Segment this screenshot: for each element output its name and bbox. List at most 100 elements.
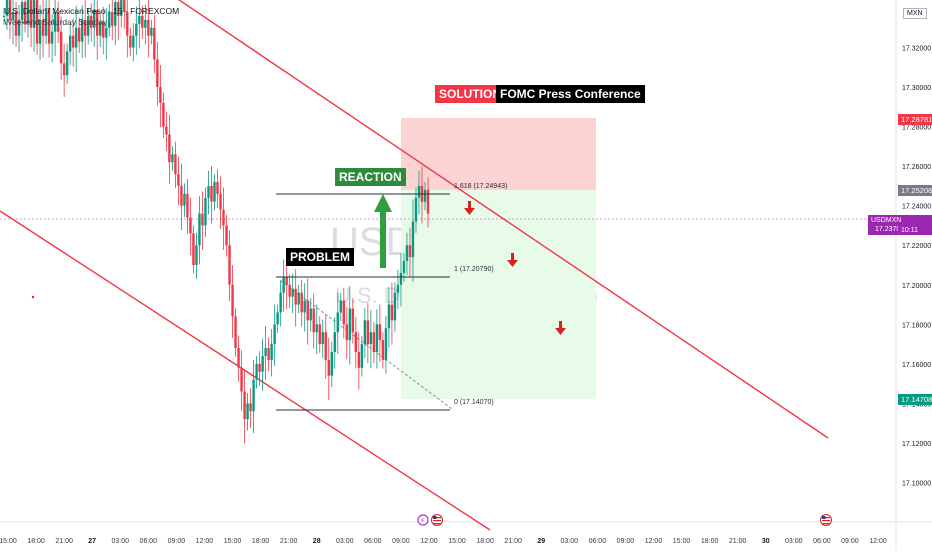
candle-body: [53, 11, 57, 32]
down-arrow-3: [555, 321, 566, 335]
candle-body: [123, 0, 126, 12]
candle-body: [17, 19, 21, 36]
chart-subtitle: Weekend Saturday Sunday: [4, 17, 108, 27]
x-tick-label: 06:00: [140, 538, 158, 545]
x-tick-label: 09:00: [392, 538, 410, 545]
candle-body: [246, 403, 249, 420]
candle-body: [204, 197, 207, 226]
candle-body: [411, 221, 415, 258]
candle-body: [192, 233, 195, 265]
time-axis[interactable]: 15:00 18:00 21:00 27 03:00 06:00 09:00 12:00 15:…: [0, 538, 887, 545]
candle-body: [23, 2, 27, 24]
x-tick-label: 30: [762, 538, 770, 545]
fib-trend-line: [280, 280, 453, 410]
candle-body: [291, 288, 294, 297]
candle-body: [306, 300, 309, 321]
price-tag-stop: 17.28781: [898, 114, 932, 125]
candle-body: [50, 31, 54, 44]
x-tick-label: 15:00: [224, 538, 242, 545]
candle-body: [267, 348, 270, 360]
stop-loss-zone[interactable]: [401, 118, 596, 190]
candle-body: [273, 324, 276, 345]
y-tick-label: 17.16000: [902, 362, 931, 369]
x-tick-label: 06:00: [589, 538, 607, 545]
problem-label: PROBLEM: [286, 248, 354, 266]
x-tick-label: 06:00: [364, 538, 382, 545]
candle-body: [38, 19, 42, 44]
candle-body: [144, 19, 147, 28]
candle-body: [366, 320, 370, 345]
candle-body: [294, 288, 297, 305]
event-icon-1[interactable]: ⚡: [417, 514, 429, 526]
candle-body: [177, 174, 180, 186]
candle-body: [213, 181, 216, 202]
x-tick-label: 12:00: [196, 538, 214, 545]
candle-body: [336, 312, 339, 333]
fib-label-1: 1 (17.20790): [454, 266, 494, 273]
candle-body: [255, 363, 258, 380]
candle-body: [339, 300, 342, 313]
price-tag-entry: 17.25206: [898, 185, 932, 196]
currency-label[interactable]: MXN: [903, 8, 927, 19]
reaction-label: REACTION: [335, 168, 406, 186]
x-tick-label: 18:00: [701, 538, 719, 545]
candle-body: [201, 213, 204, 226]
flag-icon-us-2[interactable]: [820, 514, 832, 526]
candle-body: [231, 284, 234, 317]
candle-body: [11, 11, 15, 20]
take-profit-zone[interactable]: [401, 190, 596, 399]
candle-timer: 10:11: [898, 226, 921, 235]
candle-body: [327, 359, 330, 376]
candle-body: [333, 332, 336, 352]
candle-body: [219, 193, 222, 210]
candle-body: [162, 102, 165, 127]
y-tick-label: 17.26000: [902, 164, 931, 171]
candle-body: [156, 59, 159, 88]
solution-label: SOLUTION: [435, 85, 505, 103]
candle-body: [120, 0, 123, 16]
y-tick-label: 17.12000: [902, 441, 931, 448]
candle-body: [249, 403, 252, 412]
candle-body: [147, 19, 150, 36]
candle-body: [71, 35, 75, 48]
x-tick-label: 15:00: [448, 538, 466, 545]
x-tick-label: 03:00: [561, 538, 579, 545]
reaction-up-arrow: [374, 194, 392, 268]
current-price-text: 17.23703: [875, 226, 905, 233]
candle-body: [96, 9, 99, 36]
candle-body: [348, 308, 352, 341]
x-tick-label: 29: [537, 538, 545, 545]
candle-body: [102, 21, 105, 38]
fib-level-1[interactable]: 1 (17.20790): [276, 266, 494, 278]
candle-body: [80, 19, 84, 42]
stray-dot: [31, 295, 35, 299]
candle-body: [5, 0, 9, 16]
x-tick-label: 15:00: [673, 538, 691, 545]
flag-icon-us-1[interactable]: [431, 514, 443, 526]
candle-body: [207, 185, 210, 198]
candle-body: [74, 27, 78, 48]
y-tick-label: 17.18000: [902, 322, 931, 329]
fib-level-0[interactable]: 0 (17.14070): [276, 399, 494, 411]
candle-body: [141, 15, 144, 28]
symbol-tag-text: USDMXN: [871, 217, 902, 224]
candle-body: [165, 126, 168, 135]
candle-body: [300, 292, 303, 313]
lower-trendline[interactable]: [0, 210, 491, 531]
candle-body: [345, 324, 349, 341]
x-tick-label: 12:00: [645, 538, 663, 545]
x-tick-label: 09:00: [617, 538, 635, 545]
candle-body: [68, 35, 72, 52]
chart-title[interactable]: U.S. Dollar / Mexican Peso · 15 · FOREXC…: [4, 6, 180, 16]
candle-body: [426, 189, 430, 214]
candle-body: [351, 308, 355, 333]
candle-body: [252, 379, 255, 412]
x-tick-label: 12:00: [869, 538, 887, 545]
candle-body: [396, 284, 400, 293]
candle-body: [62, 63, 66, 76]
upper-trendline[interactable]: [120, 0, 829, 439]
candle-body: [171, 154, 174, 163]
fib-level-1618[interactable]: 1.618 (17.24943): [276, 183, 507, 195]
